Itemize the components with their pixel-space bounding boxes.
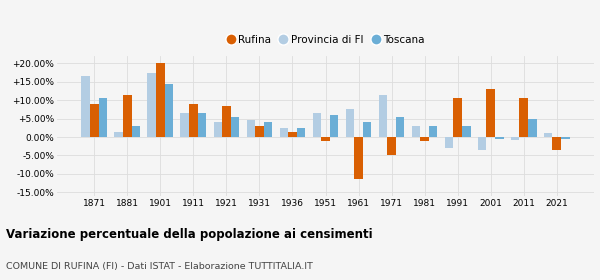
Bar [528,119,536,137]
Bar [487,89,495,137]
Bar [478,137,487,150]
Bar [379,95,387,137]
Bar [82,76,90,137]
Text: Variazione percentuale della popolazione ai censimenti: Variazione percentuale della popolazione… [6,228,373,241]
Bar [214,122,222,137]
Bar [189,104,197,137]
Bar [354,137,363,179]
Bar [148,73,156,137]
Bar [454,98,462,137]
Text: COMUNE DI RUFINA (FI) - Dati ISTAT - Elaborazione TUTTITALIA.IT: COMUNE DI RUFINA (FI) - Dati ISTAT - Ela… [6,262,313,271]
Bar [520,98,528,137]
Bar [495,137,503,139]
Bar [90,104,98,137]
Bar [115,132,123,137]
Bar [561,137,569,139]
Bar [280,128,288,137]
Bar [396,117,404,137]
Bar [123,95,131,137]
Bar [131,126,140,137]
Bar [197,113,206,137]
Bar [313,113,321,137]
Bar [297,128,305,137]
Bar [412,126,420,137]
Legend: Rufina, Provincia di FI, Toscana: Rufina, Provincia di FI, Toscana [223,31,428,49]
Bar [346,109,354,137]
Bar [321,137,330,141]
Bar [429,126,437,137]
Bar [462,126,470,137]
Bar [231,117,239,137]
Bar [222,106,231,137]
Bar [330,115,338,137]
Bar [420,137,429,141]
Bar [544,133,553,137]
Bar [387,137,396,155]
Bar [255,126,264,137]
Bar [98,98,107,137]
Bar [288,132,297,137]
Bar [264,122,272,137]
Bar [164,84,173,137]
Bar [363,122,371,137]
Bar [553,137,561,150]
Bar [511,137,520,140]
Bar [156,63,164,137]
Bar [247,120,255,137]
Bar [181,113,189,137]
Bar [445,137,454,148]
